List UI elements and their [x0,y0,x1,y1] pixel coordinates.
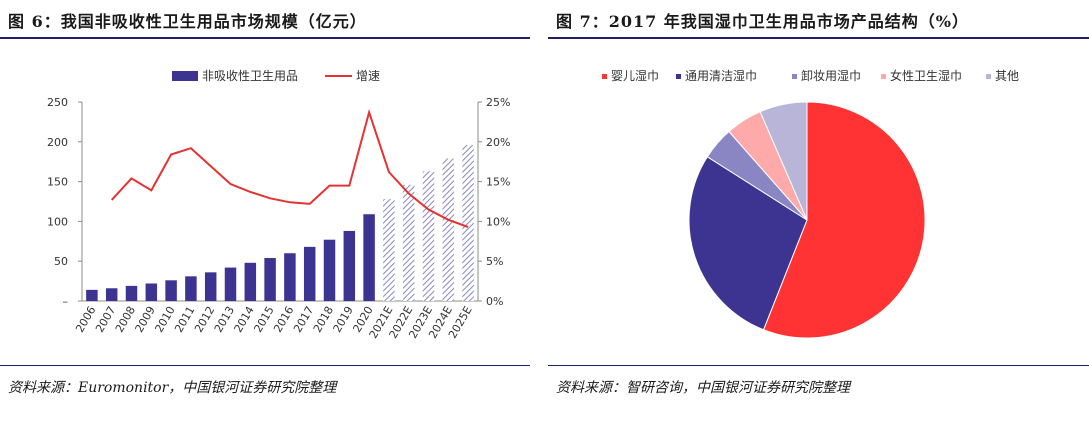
legend-swatch [676,74,681,79]
forecast-bar [402,184,415,301]
figure-7-top-rule [548,37,1089,39]
forecast-bar [422,171,435,301]
figure-6-source: 资料来源：Euromonitor，中国银河证券研究院整理 [8,380,337,396]
bar [244,262,257,301]
bar [204,272,217,301]
y2-tick-label: 5% [486,255,503,268]
pie-slice [762,101,926,339]
legend-swatch [792,74,797,79]
figure-7-panel: 图 7：2017 年我国湿巾卫生用品市场产品结构（%） 婴儿湿巾 通用清洁湿巾 卸妆… [548,0,1089,437]
legend-swatch [602,74,607,79]
figure-7-title: 图 7：2017 年我国湿巾卫生用品市场产品结构（%） [556,12,970,31]
legend-label: 女性卫生湿巾 [890,68,962,83]
figure-7-source: 资料来源：智研咨询，中国银河证券研究院整理 [556,380,850,396]
bar [323,239,336,301]
chart-legend: 非吸收性卫生用品 增速 [172,69,380,83]
bar [224,267,237,301]
bar [185,276,197,301]
growth-line [110,108,469,228]
pie-slice [688,156,808,331]
pie-legend: 婴儿湿巾 通用清洁湿巾 卸妆用湿巾 女性卫生湿巾 其他 [602,68,1019,83]
bar [303,246,316,301]
bar [86,289,98,301]
y-tick-label: – [63,295,69,308]
bar [165,280,177,301]
market-size-chart: –501001502002500%5%10%15%20%25%200620072… [47,69,510,341]
legend-label: 其他 [995,69,1019,83]
y-tick-label: 50 [54,255,68,268]
figure-6-panel: 图 6：我国非吸收性卫生用品市场规模（亿元） – 50 100 150 200 250 0%… [0,0,530,437]
bar [145,283,158,301]
y2-tick-label: 10% [486,215,510,228]
figure-6-top-rule [0,37,530,39]
pie-slice [759,101,808,221]
y-tick-label: 150 [47,176,68,189]
legend-swatch-bar [172,71,198,81]
wipes-structure-chart: 婴儿湿巾 通用清洁湿巾 卸妆用湿巾 女性卫生湿巾 其他 [602,68,1019,339]
bar [264,258,276,301]
y2-tick-label: 15% [486,176,510,189]
figure-6-title: 图 6：我国非吸收性卫生用品市场规模（亿元） [8,12,367,31]
legend-label-line: 增速 [356,69,380,83]
legend-label: 卸妆用湿巾 [801,68,861,83]
bar [363,214,375,301]
legend-label: 通用清洁湿巾 [685,68,757,83]
y2-tick-label: 20% [486,136,510,149]
bar [125,285,138,301]
legend-label: 婴儿湿巾 [611,68,659,83]
forecast-bar [383,199,395,301]
forecast-bar [462,144,474,301]
bar [343,230,356,301]
bar [284,253,296,301]
legend-label-bar: 非吸收性卫生用品 [202,69,298,83]
legend-swatch [881,74,886,79]
bar [105,288,118,301]
figure-6-bottom-rule [0,365,530,366]
figure-7-bottom-rule [548,365,1089,366]
y-tick-label: 250 [47,96,68,109]
y-tick-label: 200 [47,136,68,149]
y2-tick-label: 0% [486,295,503,308]
y2-tick-label: 25% [486,96,510,109]
legend-swatch [986,74,991,79]
y-tick-label: 100 [47,215,68,228]
forecast-bar [442,158,455,301]
